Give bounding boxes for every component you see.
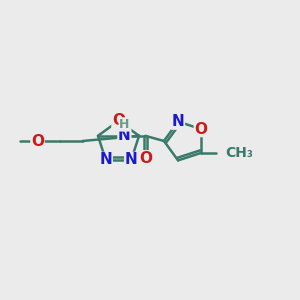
Text: CH₃: CH₃ [225,146,253,160]
Text: O: O [139,151,152,166]
Text: H: H [119,118,130,131]
Text: O: O [194,122,207,136]
Text: O: O [31,134,44,148]
Text: N: N [99,152,112,167]
Text: N: N [125,152,138,167]
Text: N: N [172,114,184,129]
Text: O: O [112,113,125,128]
Text: N: N [118,128,131,143]
